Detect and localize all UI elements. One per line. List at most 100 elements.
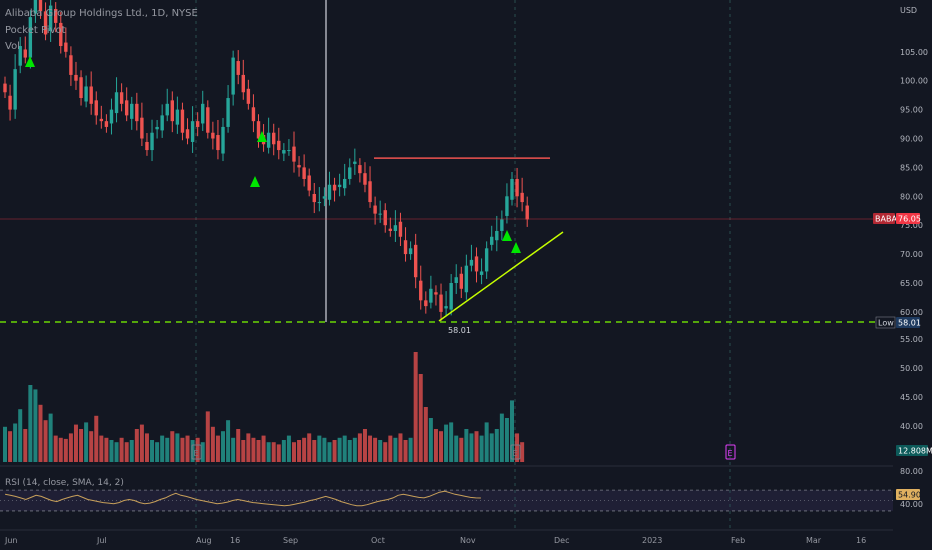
volume-bar <box>261 435 266 462</box>
earnings-marker <box>725 444 736 460</box>
volume-bar <box>226 420 231 462</box>
candle-body <box>474 256 479 272</box>
pocket-pivot-arrow-icon <box>511 242 521 253</box>
candle-body <box>231 57 235 95</box>
volume-bar <box>515 433 520 462</box>
symbol-tag: BABA <box>875 215 897 224</box>
candle-body <box>48 5 53 31</box>
volume-bar <box>190 440 195 462</box>
candle-body <box>119 92 124 104</box>
candle-body <box>216 135 220 151</box>
rsi-tick-label: 40.00 <box>900 500 923 509</box>
volume-bar <box>221 431 226 462</box>
rsi-value-tag-bg <box>896 489 920 500</box>
candle-body <box>525 205 529 220</box>
candle-body <box>413 244 418 278</box>
candle-body <box>277 140 281 151</box>
candle-body <box>317 202 322 204</box>
time-tick-label: 2023 <box>642 536 662 545</box>
volume-bar <box>210 426 215 462</box>
candle-body <box>28 17 33 58</box>
candle-body <box>165 103 169 116</box>
volume-bar <box>347 440 352 462</box>
pocket-pivot-arrow-icon <box>250 176 260 187</box>
last-price-tag-bg <box>896 213 920 224</box>
volume-bar <box>79 429 84 462</box>
candle-body <box>221 126 225 154</box>
candle-body <box>348 167 352 179</box>
volume-bar <box>119 437 124 462</box>
volume-bar <box>504 418 509 462</box>
candle-body <box>393 225 398 231</box>
volume-bar <box>43 420 48 462</box>
volume-bar <box>28 385 33 462</box>
time-tick-label: Aug <box>196 536 212 545</box>
candle-body <box>8 95 12 110</box>
candle-body <box>388 228 393 231</box>
volume-bar <box>276 444 281 462</box>
candle-body <box>353 161 357 164</box>
candle-body <box>292 146 296 162</box>
candle-body <box>135 103 139 122</box>
candle-body <box>160 115 164 131</box>
candle-body <box>43 11 48 35</box>
volume-bar <box>337 437 342 462</box>
candle-body <box>140 117 144 139</box>
volume-value-tag: 12.808M <box>898 447 932 456</box>
volume-bar <box>266 442 271 462</box>
volume-bar <box>499 413 504 462</box>
volume-bar <box>408 437 413 462</box>
low-label-tag: Low <box>878 319 894 328</box>
time-tick-label: Oct <box>371 536 385 545</box>
volume-bar <box>474 431 479 462</box>
candle-body <box>424 300 428 307</box>
volume-bar <box>403 440 408 462</box>
volume-bar <box>312 440 317 462</box>
candle-body <box>520 192 524 203</box>
support-trendline <box>438 231 564 322</box>
volume-bar <box>144 433 149 462</box>
volume-bar <box>170 431 175 462</box>
volume-bar <box>231 437 236 462</box>
pocket-pivot-arrow-icon <box>502 230 512 241</box>
indicator-label: Pocket Pivot <box>5 25 66 36</box>
volume-bar <box>342 435 347 462</box>
volume-bar <box>114 442 119 462</box>
volume-bar <box>352 437 357 462</box>
candle-body <box>104 121 109 127</box>
price-tick-label: 70.00 <box>900 250 923 259</box>
time-tick-label: Feb <box>731 536 745 545</box>
volume-bar <box>469 433 474 462</box>
volume-bar <box>58 437 63 462</box>
candle-body <box>490 236 494 245</box>
rsi-band <box>0 490 893 511</box>
candle-body <box>89 86 93 104</box>
candle-body <box>454 277 458 283</box>
volume-bar <box>439 431 444 462</box>
volume-bar <box>317 435 322 462</box>
time-tick-label: 16 <box>856 536 866 545</box>
candle-body <box>337 184 342 188</box>
candle-body <box>505 196 509 216</box>
candle-body <box>403 240 408 255</box>
candle-body <box>266 132 271 148</box>
volume-bar <box>73 424 78 462</box>
candle-body <box>226 98 230 127</box>
volume-bar <box>18 409 23 462</box>
volume-bar <box>160 435 165 462</box>
volume-bar <box>510 400 514 462</box>
volume-bar <box>286 435 291 462</box>
candle-body <box>94 100 98 116</box>
chart-title: Alibaba Group Holdings Ltd., 1D, NYSE <box>5 8 198 19</box>
low-annotation: 58.01 <box>448 326 471 335</box>
volume-bar <box>479 435 484 462</box>
candle-body <box>241 74 245 93</box>
candle-body <box>74 74 78 81</box>
volume-bar <box>398 433 403 462</box>
price-tick-label: 65.00 <box>900 279 923 288</box>
volume-bar <box>89 431 94 462</box>
volume-scale-tick-label: 55.00 <box>900 335 923 344</box>
symbol-tag-bg <box>873 213 895 224</box>
volume-bar <box>139 424 144 462</box>
